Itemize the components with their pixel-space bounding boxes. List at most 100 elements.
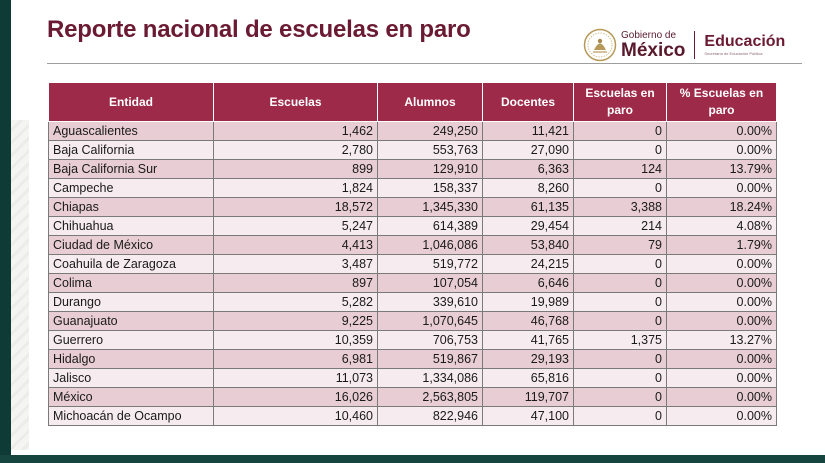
docentes-cell: 29,454 [482, 216, 574, 236]
alumnos-cell: 2,563,805 [377, 387, 483, 407]
table-row: Hidalgo 6,981 519,867 29,193 0 0.00% [48, 349, 777, 369]
left-accent-bar [0, 0, 11, 463]
table-row: Colima 897 107,054 6,646 0 0.00% [48, 273, 777, 293]
docentes-cell: 19,989 [482, 292, 574, 312]
entidad-cell: Ciudad de México [48, 235, 214, 255]
escuelas-en-paro-cell: 0 [573, 311, 667, 331]
escuelas-cell: 899 [213, 159, 378, 179]
table-row: México 16,026 2,563,805 119,707 0 0.00% [48, 387, 777, 407]
entidad-cell: Chiapas [48, 197, 214, 217]
escuelas-en-paro-cell: 1,375 [573, 330, 667, 350]
escuelas-cell: 3,487 [213, 254, 378, 274]
escuelas-en-paro-cell: 0 [573, 406, 667, 426]
porcentaje-cell: 0.00% [666, 254, 777, 274]
escuelas-en-paro-cell: 214 [573, 216, 667, 236]
table-row: Guanajuato 9,225 1,070,645 46,768 0 0.00% [48, 311, 777, 331]
entidad-cell: Chihuahua [48, 216, 214, 236]
entidad-cell: Coahuila de Zaragoza [48, 254, 214, 274]
bottom-accent-bar [0, 455, 825, 463]
alumnos-cell: 1,345,330 [377, 197, 483, 217]
docentes-cell: 6,646 [482, 273, 574, 293]
entidad-cell: Baja California Sur [48, 159, 214, 179]
entidad-cell: Jalisco [48, 368, 214, 388]
escuelas-en-paro-cell: 0 [573, 121, 667, 141]
porcentaje-cell: 0.00% [666, 311, 777, 331]
alumnos-cell: 822,946 [377, 406, 483, 426]
porcentaje-cell: 1.79% [666, 235, 777, 255]
escuelas-cell: 10,460 [213, 406, 378, 426]
header-alumnos: Alumnos [377, 82, 483, 122]
table-row: Jalisco 11,073 1,334,086 65,816 0 0.00% [48, 368, 777, 388]
table-row: Chiapas 18,572 1,345,330 61,135 3,388 18.24% [48, 197, 777, 217]
mexico-seal-icon [583, 28, 617, 62]
table-header-row: Entidad Escuelas Alumnos Docentes Escuel… [48, 82, 777, 122]
escuelas-cell: 1,462 [213, 121, 378, 141]
table-row: Durango 5,282 339,610 19,989 0 0.00% [48, 292, 777, 312]
escuelas-cell: 2,780 [213, 140, 378, 160]
docentes-cell: 61,135 [482, 197, 574, 217]
alumnos-cell: 339,610 [377, 292, 483, 312]
alumnos-cell: 1,334,086 [377, 368, 483, 388]
docentes-cell: 24,215 [482, 254, 574, 274]
header-docentes: Docentes [482, 82, 574, 122]
escuelas-cell: 5,247 [213, 216, 378, 236]
schools-strike-table: Entidad Escuelas Alumnos Docentes Escuel… [48, 82, 777, 426]
header-porcentaje-escuelas-en-paro: % Escuelas en paro [666, 82, 777, 122]
educacion-wordmark: Educación Secretaría de Educación Públic… [704, 34, 785, 56]
alumnos-cell: 158,337 [377, 178, 483, 198]
porcentaje-cell: 18.24% [666, 197, 777, 217]
entidad-cell: Durango [48, 292, 214, 312]
escuelas-cell: 1,824 [213, 178, 378, 198]
entidad-cell: Baja California [48, 140, 214, 160]
porcentaje-cell: 0.00% [666, 273, 777, 293]
docentes-cell: 46,768 [482, 311, 574, 331]
escuelas-cell: 4,413 [213, 235, 378, 255]
porcentaje-cell: 0.00% [666, 178, 777, 198]
escuelas-en-paro-cell: 0 [573, 178, 667, 198]
sep-label: Secretaría de Educación Pública [704, 51, 763, 56]
header-entidad: Entidad [48, 82, 214, 122]
title-divider [47, 63, 802, 64]
docentes-cell: 29,193 [482, 349, 574, 369]
porcentaje-cell: 0.00% [666, 121, 777, 141]
entidad-cell: Guerrero [48, 330, 214, 350]
escuelas-cell: 10,359 [213, 330, 378, 350]
entidad-cell: Hidalgo [48, 349, 214, 369]
logo-divider [694, 31, 696, 59]
porcentaje-cell: 0.00% [666, 368, 777, 388]
porcentaje-cell: 0.00% [666, 387, 777, 407]
escuelas-en-paro-cell: 0 [573, 140, 667, 160]
escuelas-en-paro-cell: 0 [573, 387, 667, 407]
government-logo: Gobierno de México Educación Secretaría … [583, 27, 785, 63]
table-row: Coahuila de Zaragoza 3,487 519,772 24,215 0 0… [48, 254, 777, 274]
header-escuelas: Escuelas [213, 82, 378, 122]
porcentaje-cell: 13.79% [666, 159, 777, 179]
alumnos-cell: 706,753 [377, 330, 483, 350]
escuelas-en-paro-cell: 124 [573, 159, 667, 179]
docentes-cell: 119,707 [482, 387, 574, 407]
escuelas-cell: 18,572 [213, 197, 378, 217]
table-row: Guerrero 10,359 706,753 41,765 1,375 13.27% [48, 330, 777, 350]
alumnos-cell: 519,772 [377, 254, 483, 274]
decorative-pattern [11, 120, 29, 450]
alumnos-cell: 519,867 [377, 349, 483, 369]
mexico-label: México [621, 39, 686, 61]
alumnos-cell: 1,070,645 [377, 311, 483, 331]
docentes-cell: 53,840 [482, 235, 574, 255]
alumnos-cell: 614,389 [377, 216, 483, 236]
docentes-cell: 6,363 [482, 159, 574, 179]
gobierno-mexico-wordmark: Gobierno de México [621, 30, 686, 61]
table-row: Baja California Sur 899 129,910 6,363 124 13.… [48, 159, 777, 179]
escuelas-en-paro-cell: 3,388 [573, 197, 667, 217]
docentes-cell: 47,100 [482, 406, 574, 426]
escuelas-en-paro-cell: 0 [573, 368, 667, 388]
escuelas-cell: 16,026 [213, 387, 378, 407]
educacion-label: Educación [704, 33, 786, 50]
porcentaje-cell: 13.27% [666, 330, 777, 350]
table-row: Aguascalientes 1,462 249,250 11,421 0 0.00% [48, 121, 777, 141]
porcentaje-cell: 0.00% [666, 406, 777, 426]
table-row: Campeche 1,824 158,337 8,260 0 0.00% [48, 178, 777, 198]
entidad-cell: Guanajuato [48, 311, 214, 331]
porcentaje-cell: 4.08% [666, 216, 777, 236]
table-row: Chihuahua 5,247 614,389 29,454 214 4.08% [48, 216, 777, 236]
